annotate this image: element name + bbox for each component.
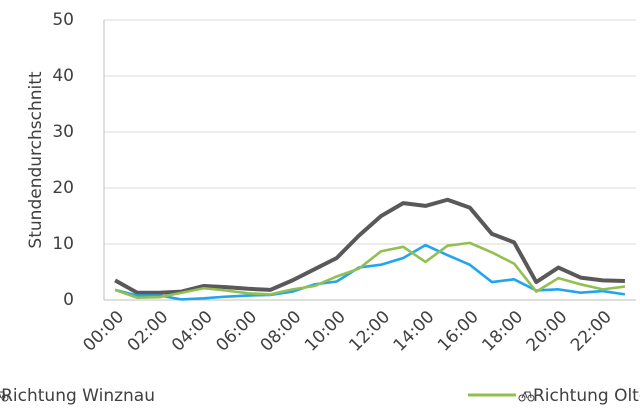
x-tick-label: 12:00 <box>345 307 394 356</box>
legend-label: Richtung Winznau <box>1 386 155 406</box>
y-tick-label: 20 <box>52 178 74 198</box>
x-tick-label: 20:00 <box>523 307 572 356</box>
legend-icon <box>0 391 6 399</box>
x-tick-label: 22:00 <box>567 307 616 356</box>
x-tick-label: 10:00 <box>301 307 350 356</box>
y-tick-label: 50 <box>52 10 74 30</box>
y-axis-label: Stundendurchschnitt <box>26 71 46 248</box>
x-tick-label: 18:00 <box>478 307 527 356</box>
x-tick-label: 16:00 <box>434 307 483 356</box>
y-tick-label: 30 <box>52 122 74 142</box>
x-tick-label: 06:00 <box>212 307 261 356</box>
x-tick-label: 14:00 <box>390 307 439 356</box>
x-tick-label: 02:00 <box>124 307 173 356</box>
x-tick-label: 00:00 <box>79 307 128 356</box>
y-tick-label: 40 <box>52 66 74 86</box>
series-line <box>114 197 625 295</box>
x-tick-label: 08:00 <box>257 307 306 356</box>
y-tick-label: 10 <box>52 234 74 254</box>
legend-label: Richtung Olten Bahnhof <box>533 386 640 406</box>
legend-icon <box>518 394 526 402</box>
x-tick-label: 04:00 <box>168 307 217 356</box>
y-tick-label: 0 <box>63 290 74 310</box>
series-line <box>114 241 626 300</box>
legend-icon <box>521 391 532 399</box>
